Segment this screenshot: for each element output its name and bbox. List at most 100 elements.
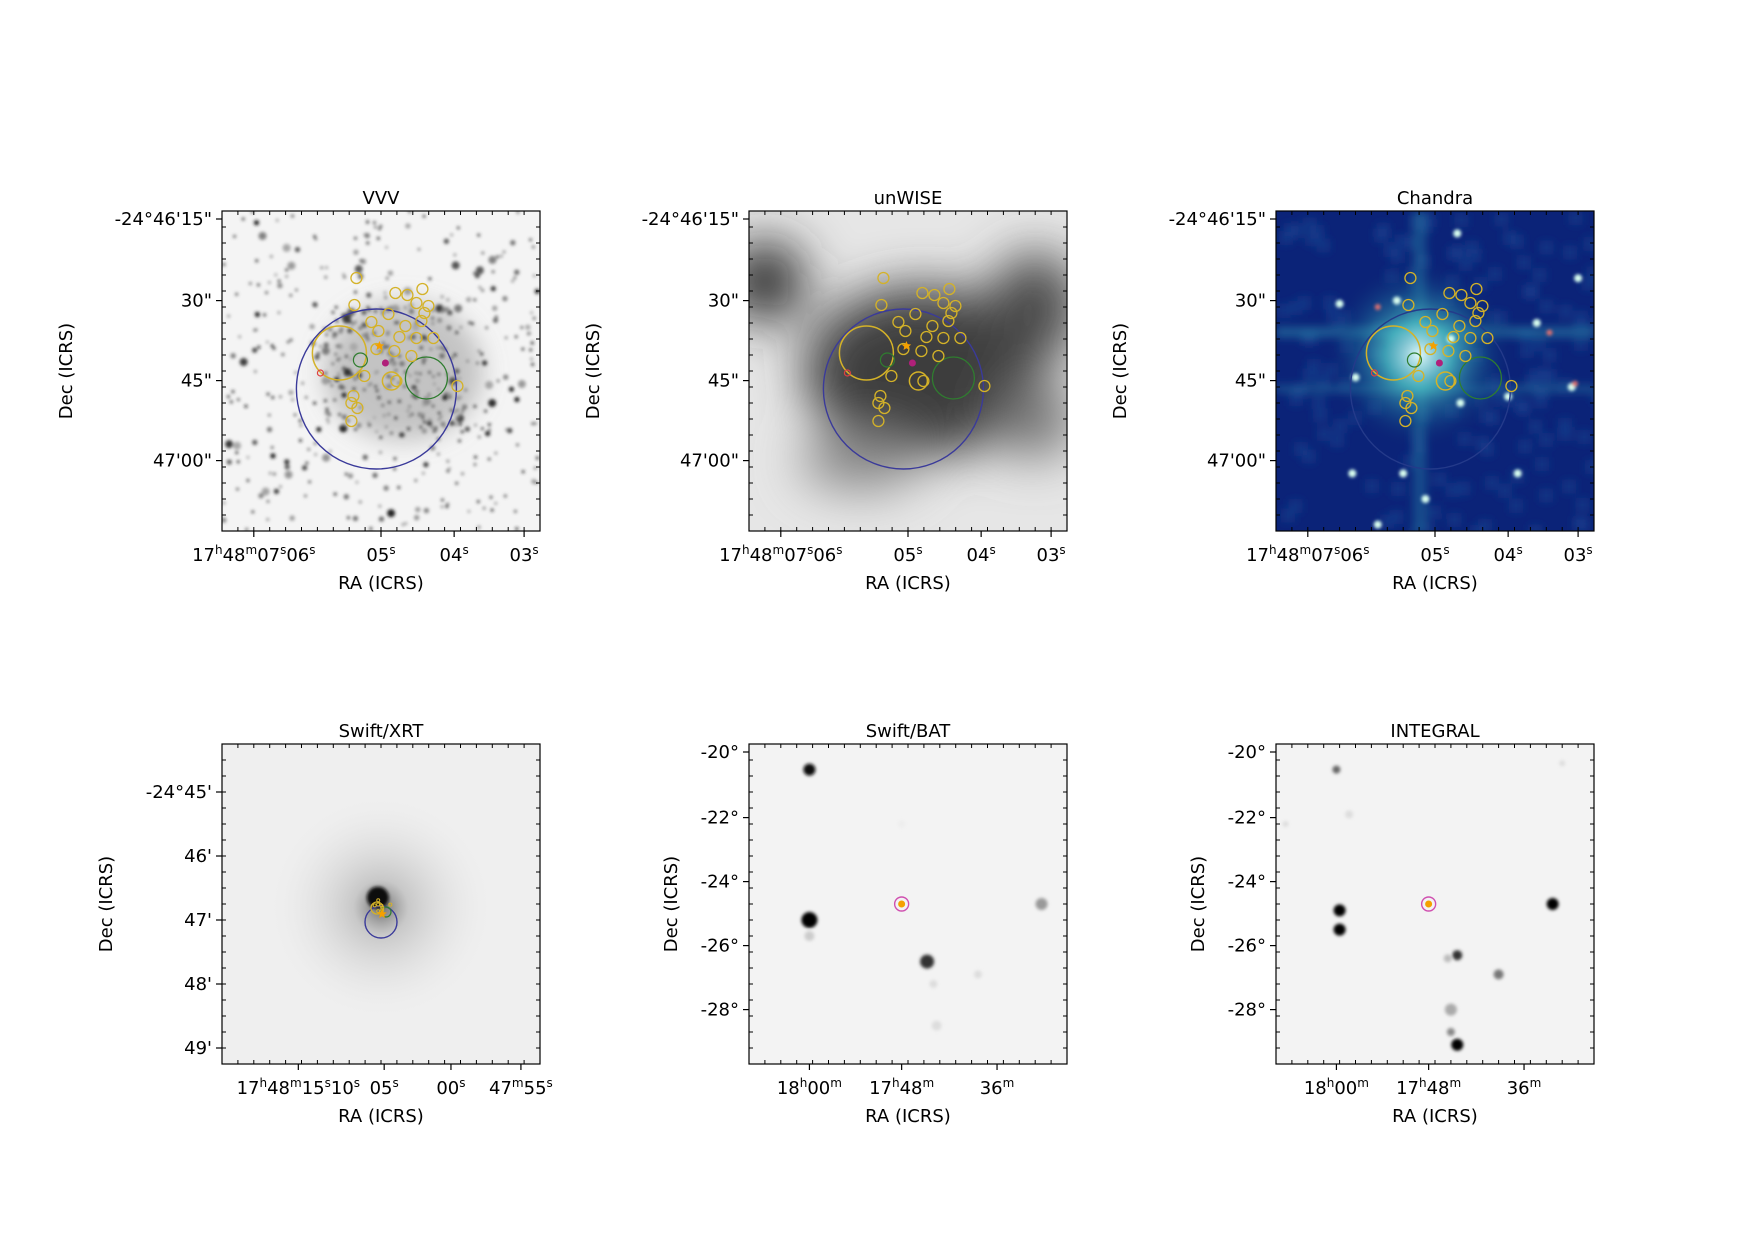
source-circle bbox=[399, 319, 412, 333]
source-circle bbox=[1469, 314, 1482, 328]
x-tick-labels: 17h48m07s06s 05s 04s 03s bbox=[192, 531, 539, 566]
x-axis-label: RA (ICRS) bbox=[865, 573, 951, 594]
panel-title: Chandra bbox=[1397, 188, 1473, 209]
source-circle bbox=[1464, 331, 1477, 345]
source-overlays bbox=[295, 271, 464, 470]
x-tick-label: 03s bbox=[1564, 543, 1593, 566]
star-marker bbox=[377, 909, 387, 919]
axis-ticks bbox=[221, 743, 541, 1065]
source-circle bbox=[1453, 319, 1466, 333]
source-circle bbox=[937, 331, 950, 345]
integral-image bbox=[1276, 744, 1594, 1064]
source-circle bbox=[1447, 330, 1460, 344]
panel-title: unWISE bbox=[874, 188, 943, 209]
source-circle bbox=[1402, 298, 1415, 312]
x-axis-label: RA (ICRS) bbox=[1392, 573, 1478, 594]
source-circle bbox=[415, 314, 428, 328]
error-circle bbox=[931, 356, 976, 400]
source-circle bbox=[920, 330, 933, 344]
y-tick-label: -28° bbox=[1228, 1000, 1266, 1021]
source-circle bbox=[347, 389, 360, 403]
y-tick-label: 49' bbox=[184, 1038, 212, 1059]
source-circle bbox=[388, 902, 393, 907]
source-circle bbox=[872, 414, 885, 428]
source-circle bbox=[1442, 344, 1455, 358]
source-circle bbox=[917, 374, 930, 388]
x-tick-label: 05s bbox=[1420, 543, 1449, 566]
magenta-marker bbox=[1435, 359, 1443, 367]
axis-ticks bbox=[1275, 743, 1595, 1065]
x-tick-label: 03s bbox=[1037, 543, 1066, 566]
x-tick-label: 04s bbox=[967, 543, 996, 566]
source-circle bbox=[416, 282, 429, 296]
y-axis-label: Dec (ICRS) bbox=[1110, 323, 1131, 419]
source-circle bbox=[348, 298, 361, 312]
star-marker bbox=[374, 341, 385, 351]
error-circle bbox=[295, 308, 458, 470]
source-circle bbox=[379, 903, 384, 908]
x-tick-label: 05s bbox=[370, 1076, 399, 1099]
panel-integral: INTEGRAL 18h00m 17h48m 36m -20° -22° -24° -26… bbox=[1188, 721, 1595, 1127]
source-circle bbox=[1401, 389, 1414, 403]
source-circle bbox=[422, 299, 435, 313]
x-tick-labels: 18h00m 17h48m 36m bbox=[1304, 1064, 1541, 1099]
y-tick-labels: -24°45' 46' 47' 48' 49' bbox=[146, 782, 222, 1059]
x-axis-label: RA (ICRS) bbox=[338, 1106, 424, 1127]
source-circle bbox=[928, 288, 941, 302]
x-tick-label: 17h48m bbox=[1396, 1076, 1461, 1099]
y-tick-label: 30" bbox=[181, 291, 212, 312]
panel-swift-xrt: Swift/XRT 17h48m15s10s 05s 00s 47m55s -24°4… bbox=[96, 721, 553, 1127]
source-circle bbox=[909, 307, 922, 321]
source-circle bbox=[1443, 286, 1456, 300]
y-axis-label: Dec (ICRS) bbox=[96, 856, 117, 952]
source-circle bbox=[926, 319, 939, 333]
source-circle bbox=[380, 905, 385, 910]
y-tick-label: 47'00" bbox=[680, 451, 739, 472]
y-tick-label: -24°46'15" bbox=[1169, 209, 1266, 230]
y-tick-label: -24° bbox=[1228, 872, 1266, 893]
y-tick-label: 47'00" bbox=[1207, 451, 1266, 472]
source-circle bbox=[1459, 349, 1472, 363]
y-tick-labels: -20° -22° -24° -26° -28° bbox=[701, 742, 749, 1021]
error-circle bbox=[1406, 352, 1423, 368]
x-tick-label: 18h00m bbox=[777, 1076, 842, 1099]
source-circle bbox=[1412, 369, 1425, 383]
y-axis-label: Dec (ICRS) bbox=[583, 323, 604, 419]
error-circle bbox=[822, 308, 985, 470]
x-tick-label: 04s bbox=[440, 543, 469, 566]
x-axis-label: RA (ICRS) bbox=[865, 1106, 951, 1127]
source-circle bbox=[1370, 369, 1379, 377]
target-marker bbox=[898, 900, 906, 908]
source-circle bbox=[872, 396, 885, 410]
source-circle bbox=[388, 344, 401, 358]
source-circle bbox=[875, 298, 888, 312]
x-tick-label: 17h48m bbox=[869, 1076, 934, 1099]
panel-swift-bat: Swift/BAT 18h00m 17h48m 36m -20°-22°-24°-2… bbox=[661, 721, 1068, 1127]
source-circle bbox=[1399, 396, 1412, 410]
y-axis-label: Dec (ICRS) bbox=[1188, 856, 1209, 952]
y-tick-label: -24°46'15" bbox=[642, 209, 739, 230]
source-circle bbox=[978, 379, 991, 393]
source-circle bbox=[345, 396, 358, 410]
axis-ticks bbox=[221, 210, 541, 532]
axis-ticks bbox=[1275, 210, 1595, 532]
error-circle bbox=[311, 325, 368, 381]
source-overlays bbox=[822, 271, 991, 470]
y-tick-label: -28° bbox=[701, 1000, 739, 1021]
source-circle bbox=[376, 902, 381, 907]
source-circle bbox=[350, 271, 363, 285]
source-circle bbox=[915, 344, 928, 358]
x-tick-label: 05s bbox=[366, 543, 395, 566]
y-tick-label: 45" bbox=[708, 371, 739, 392]
x-tick-labels: 18h00m 17h48m 36m bbox=[777, 1064, 1014, 1099]
chandra-image bbox=[1276, 211, 1594, 531]
source-circle bbox=[899, 324, 912, 338]
source-circle bbox=[1435, 371, 1456, 391]
swift-bat-image bbox=[749, 744, 1067, 1064]
target-circle bbox=[1420, 896, 1437, 912]
source-circle bbox=[885, 369, 898, 383]
hard-x-ray-sources bbox=[801, 763, 1048, 1031]
star-marker bbox=[901, 341, 912, 351]
x-tick-label: 17h48m15s10s bbox=[237, 1076, 360, 1099]
source-circle bbox=[1436, 307, 1449, 321]
